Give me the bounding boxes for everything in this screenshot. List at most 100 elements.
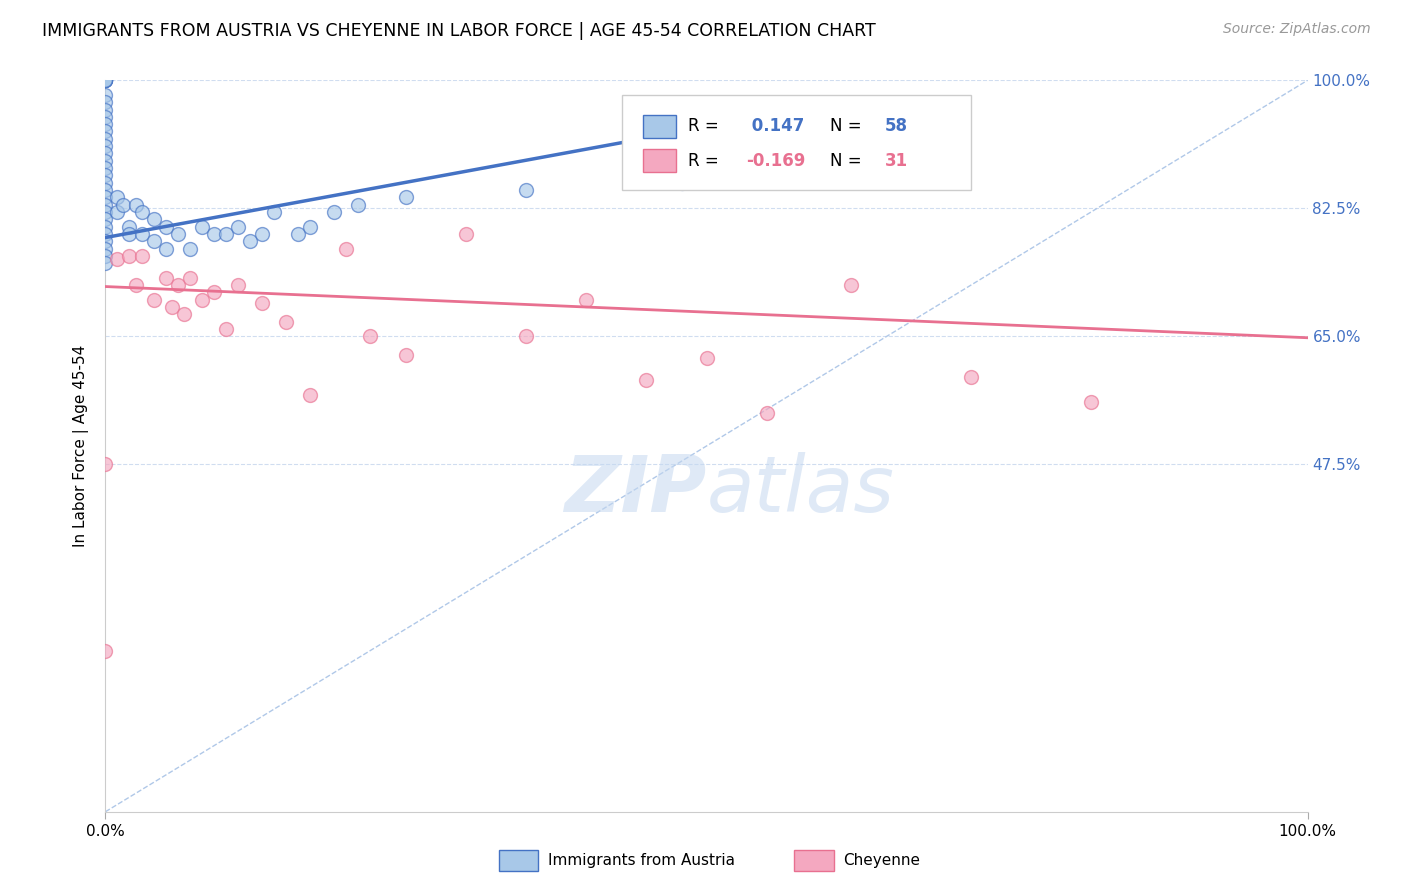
Point bbox=[124, 197, 146, 211]
Text: ZIP: ZIP bbox=[564, 452, 707, 528]
Point bbox=[202, 285, 225, 300]
Point bbox=[94, 190, 117, 204]
Point bbox=[107, 205, 129, 219]
Point bbox=[94, 644, 117, 658]
Point bbox=[94, 205, 117, 219]
Point bbox=[131, 249, 153, 263]
Text: 31: 31 bbox=[884, 152, 907, 169]
Point bbox=[515, 183, 537, 197]
Point bbox=[263, 205, 285, 219]
Point bbox=[112, 197, 135, 211]
Point bbox=[94, 234, 117, 248]
Point bbox=[226, 278, 249, 293]
Point bbox=[94, 183, 117, 197]
Point bbox=[515, 329, 537, 343]
Point bbox=[322, 205, 344, 219]
Point bbox=[239, 234, 262, 248]
Point bbox=[190, 293, 212, 307]
Point bbox=[131, 227, 153, 241]
Point bbox=[94, 73, 117, 87]
Point bbox=[454, 227, 477, 241]
Point bbox=[94, 242, 117, 256]
Point bbox=[94, 132, 117, 146]
Point bbox=[94, 73, 117, 87]
Point bbox=[155, 270, 177, 285]
Point bbox=[347, 197, 370, 211]
Point bbox=[274, 315, 297, 329]
Point bbox=[107, 190, 129, 204]
Text: 0.147: 0.147 bbox=[747, 118, 804, 136]
Text: IMMIGRANTS FROM AUSTRIA VS CHEYENNE IN LABOR FORCE | AGE 45-54 CORRELATION CHART: IMMIGRANTS FROM AUSTRIA VS CHEYENNE IN L… bbox=[42, 22, 876, 40]
Point bbox=[94, 139, 117, 153]
Point bbox=[94, 169, 117, 183]
Point bbox=[107, 252, 129, 267]
Point bbox=[94, 124, 117, 138]
Point bbox=[298, 219, 321, 234]
Point bbox=[142, 293, 165, 307]
Point bbox=[287, 227, 309, 241]
Text: atlas: atlas bbox=[707, 452, 894, 528]
Text: -0.169: -0.169 bbox=[747, 152, 806, 169]
Point bbox=[173, 307, 195, 321]
Point bbox=[94, 227, 117, 241]
Point bbox=[839, 278, 862, 293]
FancyBboxPatch shape bbox=[623, 95, 972, 190]
Point bbox=[124, 278, 146, 293]
Point bbox=[94, 73, 117, 87]
Point bbox=[94, 176, 117, 190]
Point bbox=[190, 219, 212, 234]
Text: N =: N = bbox=[831, 118, 868, 136]
Point bbox=[142, 234, 165, 248]
Point bbox=[636, 373, 658, 387]
Point bbox=[94, 103, 117, 117]
Point bbox=[118, 219, 141, 234]
Point bbox=[94, 458, 117, 472]
Point bbox=[160, 300, 183, 314]
Text: Immigrants from Austria: Immigrants from Austria bbox=[548, 854, 735, 868]
Point bbox=[94, 73, 117, 87]
Point bbox=[155, 219, 177, 234]
Point bbox=[359, 329, 381, 343]
Text: Cheyenne: Cheyenne bbox=[844, 854, 921, 868]
Text: N =: N = bbox=[831, 152, 868, 169]
Point bbox=[335, 242, 357, 256]
Point bbox=[214, 322, 236, 336]
Point bbox=[250, 227, 273, 241]
Point bbox=[94, 249, 117, 263]
Point bbox=[155, 242, 177, 256]
Point bbox=[214, 227, 236, 241]
Text: 58: 58 bbox=[884, 118, 907, 136]
Point bbox=[131, 205, 153, 219]
Point bbox=[696, 351, 718, 366]
Point bbox=[94, 197, 117, 211]
Point bbox=[166, 278, 188, 293]
FancyBboxPatch shape bbox=[643, 149, 676, 172]
Text: R =: R = bbox=[689, 152, 724, 169]
Point bbox=[202, 227, 225, 241]
Point bbox=[166, 227, 188, 241]
Point bbox=[94, 161, 117, 175]
Text: Source: ZipAtlas.com: Source: ZipAtlas.com bbox=[1223, 22, 1371, 37]
Point bbox=[94, 117, 117, 131]
Point bbox=[94, 73, 117, 87]
Point bbox=[94, 87, 117, 102]
Point bbox=[118, 227, 141, 241]
Point bbox=[1080, 395, 1102, 409]
Point bbox=[250, 296, 273, 310]
Point bbox=[575, 293, 598, 307]
Point bbox=[142, 212, 165, 227]
FancyBboxPatch shape bbox=[643, 115, 676, 138]
Point bbox=[94, 95, 117, 110]
Point bbox=[94, 110, 117, 124]
Point bbox=[960, 369, 983, 384]
Point bbox=[671, 176, 693, 190]
Point bbox=[94, 212, 117, 227]
Y-axis label: In Labor Force | Age 45-54: In Labor Force | Age 45-54 bbox=[73, 345, 90, 547]
Point bbox=[94, 219, 117, 234]
Point bbox=[226, 219, 249, 234]
Point bbox=[94, 256, 117, 270]
Point bbox=[94, 153, 117, 168]
Point bbox=[395, 348, 418, 362]
Point bbox=[395, 190, 418, 204]
Point bbox=[298, 388, 321, 402]
